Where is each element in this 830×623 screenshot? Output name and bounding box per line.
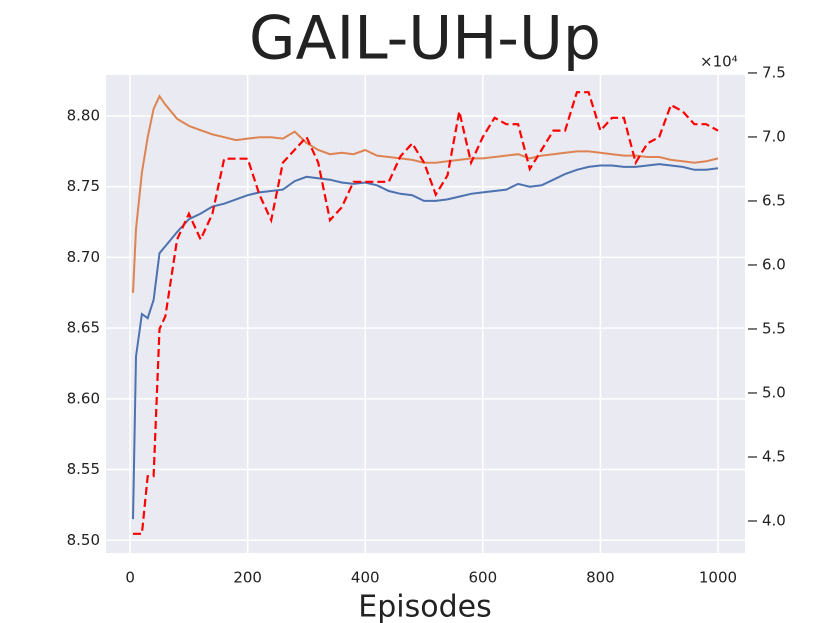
x-tick-label: 0 — [125, 569, 135, 587]
series-line — [133, 91, 719, 535]
y2-tick-label: 7.5 — [762, 63, 786, 81]
y2-tick-label: 7.0 — [762, 127, 786, 145]
y-tick-label: 8.75 — [67, 177, 100, 195]
x-tick-label: 400 — [351, 569, 380, 587]
y-tick-label: 8.70 — [67, 248, 100, 266]
y2-tick-label: 4.5 — [762, 447, 786, 465]
y2-tick-label: 4.0 — [762, 511, 786, 529]
x-tick-label: 1000 — [699, 569, 737, 587]
y2-tick-label: 6.0 — [762, 255, 786, 273]
y-tick-label: 8.55 — [67, 460, 100, 478]
y2-tick-label: 5.0 — [762, 383, 786, 401]
y2-tick-label: 6.5 — [762, 191, 786, 209]
x-tick-label: 600 — [468, 569, 497, 587]
y2-offset-label: ×10⁴ — [700, 53, 738, 71]
series-line — [132, 163, 719, 520]
y-tick-label: 8.50 — [67, 531, 100, 549]
y-tick-label: 8.80 — [67, 107, 100, 125]
y-tick-label: 8.60 — [67, 389, 100, 407]
series-line — [132, 94, 719, 293]
y-tick-label: 8.65 — [67, 319, 100, 337]
x-axis-label: Episodes — [358, 590, 491, 623]
y2-tick-label: 5.5 — [762, 319, 786, 337]
plot-area — [106, 75, 745, 553]
x-tick-label: 200 — [233, 569, 262, 587]
x-tick-label: 800 — [586, 569, 615, 587]
chart-title: GAIL-UH-Up — [249, 4, 601, 74]
